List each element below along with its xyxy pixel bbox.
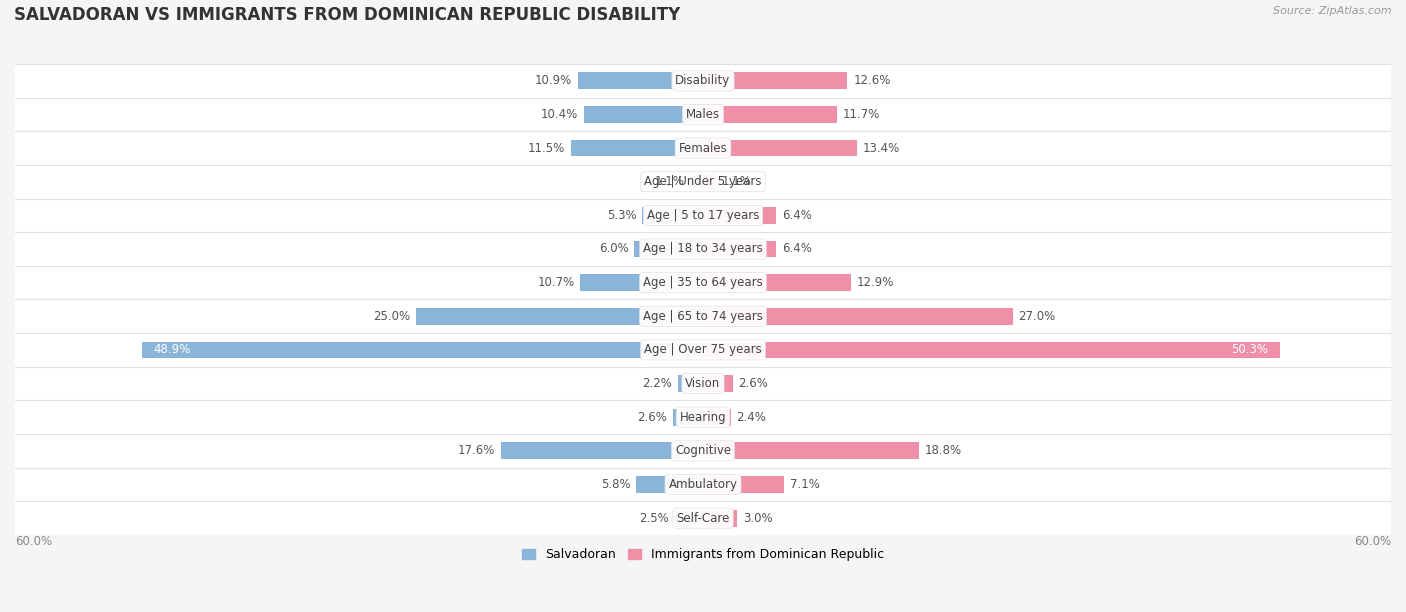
Bar bbox=[703, 308, 1012, 325]
Bar bbox=[15, 64, 1391, 97]
Text: 10.4%: 10.4% bbox=[541, 108, 578, 121]
Bar bbox=[416, 308, 703, 325]
Legend: Salvadoran, Immigrants from Dominican Republic: Salvadoran, Immigrants from Dominican Re… bbox=[517, 543, 889, 566]
Text: 2.6%: 2.6% bbox=[738, 377, 769, 390]
Bar bbox=[15, 97, 1391, 131]
Bar bbox=[15, 232, 1391, 266]
Bar bbox=[15, 501, 1391, 535]
Text: 5.8%: 5.8% bbox=[602, 478, 631, 491]
Text: Disability: Disability bbox=[675, 74, 731, 88]
Text: Age | 65 to 74 years: Age | 65 to 74 years bbox=[643, 310, 763, 323]
Bar bbox=[703, 341, 1279, 359]
Bar bbox=[703, 140, 856, 157]
Text: 12.6%: 12.6% bbox=[853, 74, 890, 88]
Text: 60.0%: 60.0% bbox=[1354, 535, 1391, 548]
Text: 6.4%: 6.4% bbox=[782, 209, 813, 222]
Bar bbox=[675, 510, 703, 526]
Bar bbox=[578, 72, 703, 89]
Text: 50.3%: 50.3% bbox=[1232, 343, 1268, 356]
Bar bbox=[15, 299, 1391, 333]
Text: Age | Over 75 years: Age | Over 75 years bbox=[644, 343, 762, 356]
Text: 48.9%: 48.9% bbox=[153, 343, 191, 356]
Bar bbox=[15, 198, 1391, 232]
Text: 11.7%: 11.7% bbox=[842, 108, 880, 121]
Bar bbox=[581, 274, 703, 291]
Text: Age | Under 5 years: Age | Under 5 years bbox=[644, 175, 762, 188]
Text: 7.1%: 7.1% bbox=[790, 478, 820, 491]
Bar bbox=[15, 468, 1391, 501]
Text: 6.0%: 6.0% bbox=[599, 242, 628, 255]
Text: Females: Females bbox=[679, 141, 727, 155]
Text: 10.9%: 10.9% bbox=[536, 74, 572, 88]
Text: Hearing: Hearing bbox=[679, 411, 727, 424]
Bar bbox=[15, 333, 1391, 367]
Bar bbox=[142, 341, 703, 359]
Text: 27.0%: 27.0% bbox=[1018, 310, 1056, 323]
Bar bbox=[703, 476, 785, 493]
Text: 1.1%: 1.1% bbox=[721, 175, 751, 188]
Bar bbox=[703, 241, 776, 258]
Text: Cognitive: Cognitive bbox=[675, 444, 731, 457]
Text: 13.4%: 13.4% bbox=[862, 141, 900, 155]
Text: 6.4%: 6.4% bbox=[782, 242, 813, 255]
Text: 2.6%: 2.6% bbox=[637, 411, 668, 424]
Bar bbox=[571, 140, 703, 157]
Text: 17.6%: 17.6% bbox=[458, 444, 495, 457]
Bar bbox=[703, 442, 918, 459]
Text: 60.0%: 60.0% bbox=[15, 535, 52, 548]
Text: 2.4%: 2.4% bbox=[737, 411, 766, 424]
Bar bbox=[703, 274, 851, 291]
Text: 3.0%: 3.0% bbox=[744, 512, 773, 524]
Text: Vision: Vision bbox=[685, 377, 721, 390]
Bar bbox=[703, 207, 776, 224]
Bar bbox=[634, 241, 703, 258]
Text: Males: Males bbox=[686, 108, 720, 121]
Text: 5.3%: 5.3% bbox=[607, 209, 637, 222]
Text: 2.2%: 2.2% bbox=[643, 377, 672, 390]
Bar bbox=[15, 165, 1391, 198]
Text: 11.5%: 11.5% bbox=[529, 141, 565, 155]
Bar bbox=[583, 106, 703, 123]
Text: Source: ZipAtlas.com: Source: ZipAtlas.com bbox=[1274, 6, 1392, 16]
Bar bbox=[703, 72, 848, 89]
Bar bbox=[15, 266, 1391, 299]
Text: Self-Care: Self-Care bbox=[676, 512, 730, 524]
Bar bbox=[643, 207, 703, 224]
Bar bbox=[703, 510, 737, 526]
Text: SALVADORAN VS IMMIGRANTS FROM DOMINICAN REPUBLIC DISABILITY: SALVADORAN VS IMMIGRANTS FROM DOMINICAN … bbox=[14, 6, 681, 24]
Bar bbox=[15, 131, 1391, 165]
Text: Ambulatory: Ambulatory bbox=[668, 478, 738, 491]
Text: 25.0%: 25.0% bbox=[374, 310, 411, 323]
Bar bbox=[15, 400, 1391, 434]
Bar bbox=[673, 409, 703, 425]
Bar bbox=[703, 173, 716, 190]
Text: 12.9%: 12.9% bbox=[856, 276, 894, 289]
Bar bbox=[678, 375, 703, 392]
Bar bbox=[690, 173, 703, 190]
Bar bbox=[15, 367, 1391, 400]
Text: Age | 35 to 64 years: Age | 35 to 64 years bbox=[643, 276, 763, 289]
Bar bbox=[501, 442, 703, 459]
Bar bbox=[703, 375, 733, 392]
Text: 18.8%: 18.8% bbox=[924, 444, 962, 457]
Text: Age | 18 to 34 years: Age | 18 to 34 years bbox=[643, 242, 763, 255]
Text: 10.7%: 10.7% bbox=[537, 276, 575, 289]
Text: Age | 5 to 17 years: Age | 5 to 17 years bbox=[647, 209, 759, 222]
Bar bbox=[703, 106, 837, 123]
Text: 2.5%: 2.5% bbox=[638, 512, 669, 524]
Bar bbox=[15, 434, 1391, 468]
Bar bbox=[637, 476, 703, 493]
Text: 1.1%: 1.1% bbox=[655, 175, 685, 188]
Bar bbox=[703, 409, 731, 425]
